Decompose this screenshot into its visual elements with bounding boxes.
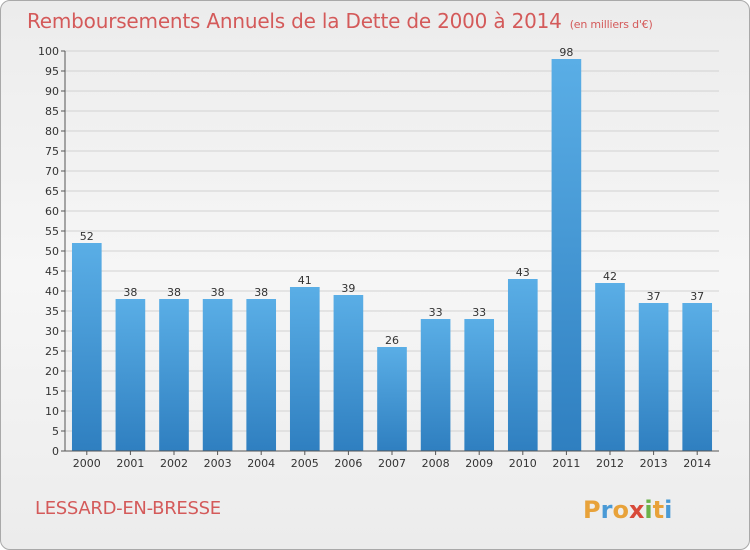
bar [464, 319, 495, 451]
chart-unit: (en milliers d'€) [569, 18, 653, 31]
axes: 0 5 10 15 20 25 30 35 40 45 50 55 60 65 70 75 80 85 90 95 10… [38, 45, 719, 470]
bar-value-label: 52 [80, 230, 94, 243]
bar-value-label: 33 [472, 306, 486, 319]
y-tick-label: 45 [45, 265, 59, 278]
y-tick-label: 60 [45, 205, 59, 218]
x-tick-label: 2002 [160, 457, 188, 470]
y-tick-label: 20 [45, 365, 59, 378]
bar [202, 299, 233, 451]
bar [115, 299, 146, 451]
bar [333, 295, 364, 451]
x-tick-label: 2004 [247, 457, 275, 470]
y-tick-label: 0 [52, 445, 59, 458]
bar [377, 347, 407, 451]
x-tick-label: 2010 [509, 457, 537, 470]
x-tick-label: 2003 [204, 457, 232, 470]
bar-value-label: 37 [647, 290, 661, 303]
bar-value-label: 26 [385, 334, 399, 347]
bar [507, 279, 538, 451]
bar [159, 299, 189, 451]
bar-value-label: 38 [123, 286, 137, 299]
y-tick-label: 10 [45, 405, 59, 418]
y-tick-label: 30 [45, 325, 59, 338]
y-tick-label: 55 [45, 225, 59, 238]
bar-value-label: 37 [690, 290, 704, 303]
x-tick-label: 2006 [334, 457, 362, 470]
x-tick-label: 2012 [596, 457, 624, 470]
bar [289, 287, 320, 451]
x-tick-label: 2011 [552, 457, 580, 470]
y-tick-label: 100 [38, 45, 59, 58]
y-tick-label: 65 [45, 185, 59, 198]
x-tick-label: 2013 [640, 457, 668, 470]
y-tick-label: 90 [45, 85, 59, 98]
bar-value-label: 43 [516, 266, 530, 279]
y-tick-label: 50 [45, 245, 59, 258]
bar [551, 59, 582, 451]
bar-value-label: 42 [603, 270, 617, 283]
chart-title-text: Remboursements Annuels de la Dette de 20… [27, 9, 562, 33]
commune-name: LESSARD-EN-BRESSE [35, 498, 221, 519]
bar [246, 299, 277, 451]
y-tick-label: 35 [45, 305, 59, 318]
bar-value-label: 98 [559, 46, 573, 59]
y-tick-label: 85 [45, 105, 59, 118]
x-tick-label: 2005 [291, 457, 319, 470]
bar-value-label: 39 [341, 282, 355, 295]
y-tick-label: 5 [52, 425, 59, 438]
x-tick-label: 2014 [683, 457, 711, 470]
y-tick-label: 40 [45, 285, 59, 298]
bar [638, 303, 669, 451]
bar [420, 319, 451, 451]
x-tick-label: 2001 [116, 457, 144, 470]
bar-value-label: 41 [298, 274, 312, 287]
x-tick-label: 2000 [73, 457, 101, 470]
x-tick-label: 2008 [422, 457, 450, 470]
y-tick-label: 15 [45, 385, 59, 398]
bar-value-label: 38 [254, 286, 268, 299]
bar-value-label: 38 [211, 286, 225, 299]
svg-text:Proxiti: Proxiti [583, 496, 672, 524]
bar [682, 303, 713, 451]
x-tick-label: 2007 [378, 457, 406, 470]
bar [595, 283, 625, 451]
x-tick-label: 2009 [465, 457, 493, 470]
y-tick-label: 95 [45, 65, 59, 78]
chart-title: Remboursements Annuels de la Dette de 20… [27, 9, 653, 33]
bar-value-label: 33 [429, 306, 443, 319]
proxiti-logo: Proxiti [583, 496, 672, 524]
bar [71, 243, 102, 451]
bar-value-label: 38 [167, 286, 181, 299]
bars: 52 38 38 38 38 41 39 26 33 33 43 98 42 37 37 [71, 46, 713, 451]
y-tick-label: 25 [45, 345, 59, 358]
y-tick-label: 75 [45, 145, 59, 158]
y-tick-label: 80 [45, 125, 59, 138]
y-tick-label: 70 [45, 165, 59, 178]
